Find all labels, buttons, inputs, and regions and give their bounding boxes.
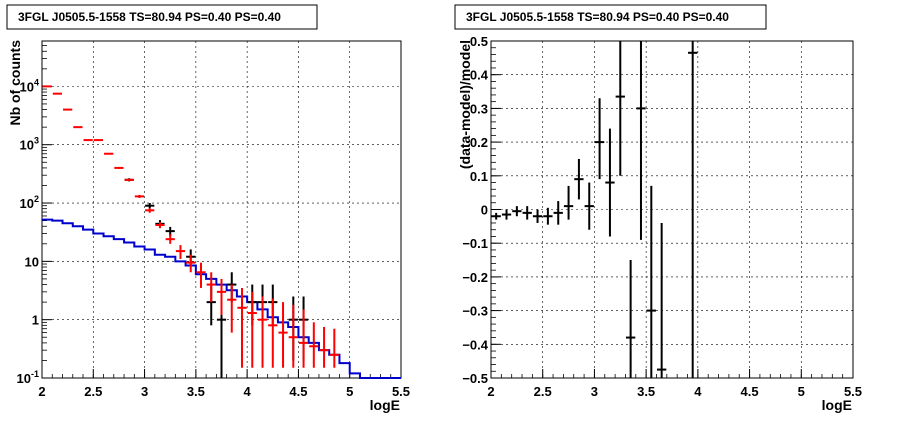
data-point xyxy=(155,222,165,229)
x-tick-label: 5.5 xyxy=(392,384,410,399)
data-point xyxy=(584,182,594,230)
data-point xyxy=(563,185,574,220)
x-tick-label: 3.5 xyxy=(187,384,205,399)
counts-y-axis-label: Nb of counts xyxy=(7,40,23,126)
residual-y-axis-label: (data-model)/model xyxy=(457,40,473,169)
data-point xyxy=(688,41,698,378)
data-point xyxy=(206,272,216,303)
data-point xyxy=(104,152,114,155)
x-tick-label: 3 xyxy=(591,384,598,399)
counts-title: 3FGL J0505.5-1558 TS=80.94 PS=0.40 PS=0.… xyxy=(18,10,281,24)
y-tick-label: 0.4 xyxy=(470,68,489,83)
x-tick-label: 3 xyxy=(141,384,148,399)
x-tick-label: 2.5 xyxy=(534,384,552,399)
residual-series xyxy=(491,41,698,378)
data-point xyxy=(646,185,656,378)
data-point xyxy=(124,178,134,181)
data-point xyxy=(257,296,268,368)
data-point xyxy=(553,201,563,225)
y-tick-label: −0.1 xyxy=(462,236,488,251)
data-point xyxy=(216,278,227,316)
x-tick-label: 2 xyxy=(487,384,494,399)
data-point xyxy=(636,41,646,240)
y-tick-label: −0.3 xyxy=(462,304,488,319)
data-point xyxy=(237,287,247,368)
x-tick-label: 4.5 xyxy=(741,384,759,399)
x-tick-label: 2.5 xyxy=(84,384,102,399)
x-tick-label: 5 xyxy=(798,384,805,399)
y-tick-label: 0.5 xyxy=(470,34,488,49)
residual-title: 3FGL J0505.5-1558 TS=80.94 PS=0.40 PS=0.… xyxy=(466,10,729,24)
data-point xyxy=(491,212,501,220)
x-tick-label: 5 xyxy=(346,384,353,399)
y-tick-label: 0 xyxy=(481,203,488,218)
data-point xyxy=(247,291,257,368)
residual-title-box xyxy=(454,4,767,30)
counts-grid xyxy=(42,41,401,378)
data-point xyxy=(605,128,615,237)
data-point xyxy=(145,208,155,213)
data-point xyxy=(278,302,288,368)
data-point xyxy=(512,206,522,217)
y-tick-label: 0.1 xyxy=(470,169,488,184)
x-tick-label: 5.5 xyxy=(844,384,862,399)
data-point xyxy=(319,326,329,368)
residual-axis-ticks: 2 2.5 3 3.5 4 4.5 5 5.5 0.5 0.4 0.3 0.2 0.1 0 −0.1 −0.2… xyxy=(462,34,862,399)
data-point xyxy=(227,284,237,333)
y-tick-label: −0.2 xyxy=(462,270,488,285)
data-point xyxy=(574,158,584,200)
data-point xyxy=(657,222,667,378)
data-point xyxy=(145,203,155,209)
y-tick-label: 10-1 xyxy=(17,369,39,386)
background-model-histogram xyxy=(42,218,401,379)
data-point xyxy=(543,207,553,225)
data-point xyxy=(175,245,186,259)
data-point xyxy=(615,41,625,176)
counts-x-axis-label: logE xyxy=(370,397,400,413)
counts-series xyxy=(42,85,339,378)
counts-title-box xyxy=(6,4,318,30)
y-tick-label: −0.4 xyxy=(462,337,488,352)
x-tick-label: 3.5 xyxy=(637,384,655,399)
data-point xyxy=(268,298,278,368)
data-point xyxy=(329,328,339,368)
data-point xyxy=(134,194,145,198)
y-tick-label: 103 xyxy=(20,136,39,153)
data-point xyxy=(522,206,532,220)
data-point xyxy=(501,209,512,220)
background-step-line xyxy=(42,218,401,379)
y-tick-label: −0.5 xyxy=(462,371,488,386)
x-tick-label: 4 xyxy=(244,384,252,399)
y-tick-label: 102 xyxy=(20,194,39,211)
x-tick-label: 4.5 xyxy=(289,384,307,399)
data-point xyxy=(298,309,309,368)
data-point xyxy=(594,98,605,180)
y-tick-label: 0.3 xyxy=(470,101,488,116)
data-point xyxy=(165,234,175,244)
y-tick-label: 0.2 xyxy=(470,135,488,150)
residual-panel: 2 2.5 3 3.5 4 4.5 5 5.5 0.5 0.4 0.3 0.2 0.1 0 −0.1 −0.2… xyxy=(454,4,862,413)
data-point xyxy=(114,166,124,169)
data-point xyxy=(532,209,543,223)
data-point xyxy=(625,260,636,378)
y-tick-label: 10 xyxy=(25,254,39,269)
residual-x-axis-label: logE xyxy=(822,397,852,413)
data-point xyxy=(196,262,206,288)
data-point xyxy=(186,254,196,273)
data-point xyxy=(93,139,104,142)
x-tick-label: 4 xyxy=(694,384,702,399)
data-point xyxy=(288,304,298,368)
y-tick-label: 1 xyxy=(32,313,39,328)
data-point xyxy=(309,322,319,368)
residual-grid xyxy=(491,41,853,378)
x-tick-label: 2 xyxy=(38,384,45,399)
